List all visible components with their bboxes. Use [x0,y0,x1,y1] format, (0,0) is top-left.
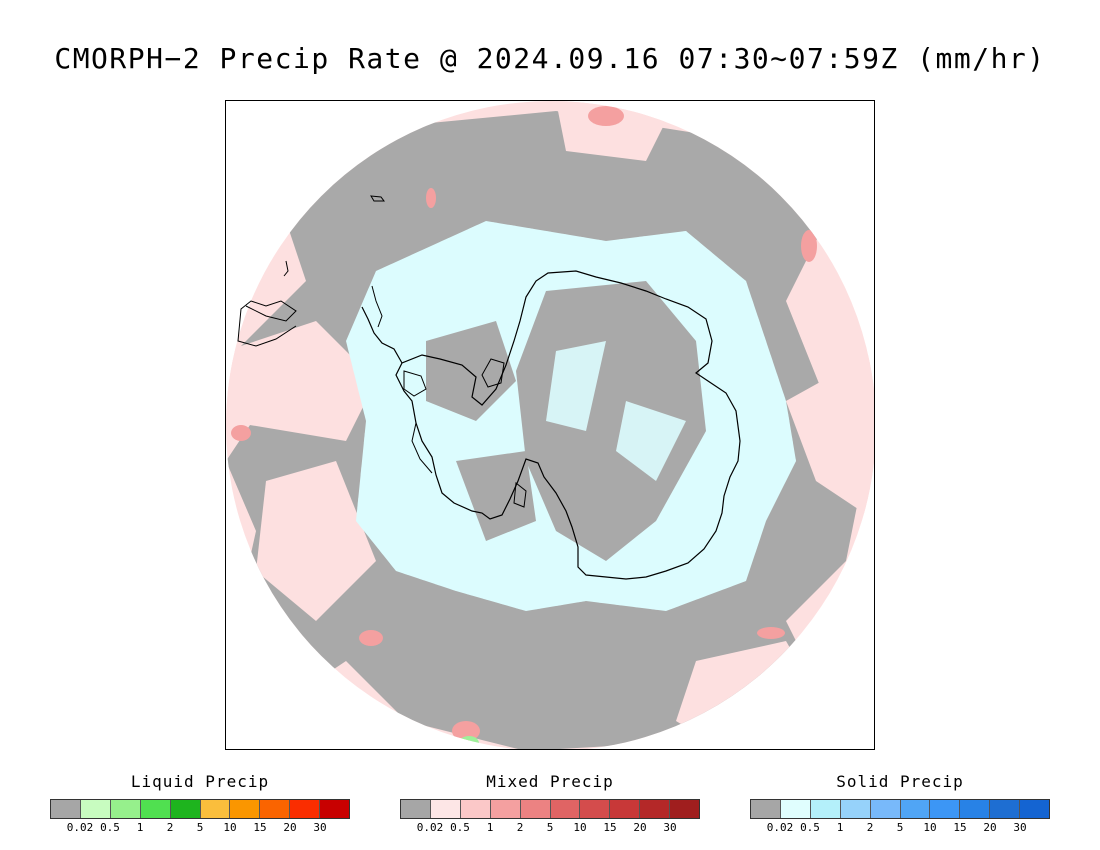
colorbar-tick-label: 10 [223,821,237,834]
colorbar-tick-label: 20 [633,821,647,834]
colorbar-tick-label: 15 [253,821,267,834]
legend-liquid-precip: Liquid Precip 0.02 0.5 1 2 5 10 15 20 30 [50,772,350,834]
colorbar-swatch-0 [401,800,431,818]
colorbar-swatch-4 [170,800,201,818]
colorbar-tick-label: 0.02 [66,821,94,834]
colorbar-tick-label: 5 [546,821,554,834]
no-precip-region [426,321,516,421]
colorbar-swatch-9 [320,800,350,818]
colorbar-tick-label: 5 [896,821,904,834]
colorbar-tick-label: 10 [923,821,937,834]
colorbar-tick-label: 30 [313,821,327,834]
mixed-moderate-spot [757,627,785,639]
colorbar-swatch-2 [460,800,491,818]
colorbar [400,799,700,819]
colorbar-tick-label: 15 [953,821,967,834]
mixed-moderate-spot [588,106,624,126]
solid-precip-region [546,341,606,431]
legend-title: Liquid Precip [130,772,270,791]
mixed-moderate-spot [426,188,436,208]
antarctic-peninsula-coastline [361,306,403,364]
colorbar-swatch-4 [520,800,551,818]
island-coastline [403,370,427,397]
colorbar-tick-label: 20 [983,821,997,834]
colorbar-tick-label: 1 [486,821,494,834]
colorbar-swatch-0 [51,800,81,818]
colorbar-swatch-2 [810,800,841,818]
colorbar-swatch-5 [200,800,231,818]
colorbar-tick-label: 2 [516,821,524,834]
colorbar-swatch-3 [490,800,521,818]
mixed-moderate-spot [801,230,817,262]
colorbar-tick-label: 0.5 [100,821,120,834]
map-panel [225,100,875,750]
colorbar-swatch-1 [780,800,811,818]
precip-field [226,101,874,749]
antarctica-coastline [395,270,741,580]
colorbar-tick-label: 2 [166,821,174,834]
colorbar [750,799,1050,819]
colorbar-swatch-6 [230,800,261,818]
legend-solid-precip: Solid Precip 0.02 0.5 1 2 5 10 15 20 30 [750,772,1050,834]
mixed-moderate-spot [359,630,383,646]
colorbar-tick-label: 0.02 [766,821,794,834]
colorbar-swatch-5 [900,800,931,818]
colorbar-swatch-3 [840,800,871,818]
colorbar-swatch-5 [550,800,581,818]
chart-title: CMORPH−2 Precip Rate @ 2024.09.16 07:30∼… [54,42,1046,75]
colorbar-tick-label: 1 [836,821,844,834]
colorbar-swatch-7 [610,800,641,818]
colorbar-swatch-4 [870,800,901,818]
colorbar-swatch-7 [960,800,991,818]
mixed-moderate-spot [231,425,251,441]
colorbar-tick-label: 0.5 [800,821,820,834]
colorbar-ticks: 0.02 0.5 1 2 5 10 15 20 30 [400,819,700,834]
colorbar-tick-label: 30 [1013,821,1027,834]
no-precip-region [456,451,536,541]
colorbar-swatch-8 [640,800,671,818]
colorbar-tick-label: 1 [136,821,144,834]
colorbar-ticks: 0.02 0.5 1 2 5 10 15 20 30 [50,819,350,834]
colorbar-tick-label: 0.5 [450,821,470,834]
colorbar-swatch-8 [290,800,321,818]
mixed-precip-region [556,101,676,161]
island-coastline [370,195,385,202]
colorbar-tick-label: 5 [196,821,204,834]
legend-mixed-precip: Mixed Precip 0.02 0.5 1 2 5 10 15 20 30 [400,772,700,834]
island-coastline [371,285,383,328]
colorbar-swatch-1 [80,800,111,818]
mixed-precip-region [256,461,376,621]
legend-title: Solid Precip [836,772,964,791]
colorbar-swatch-7 [260,800,291,818]
mixed-precip-region [786,351,874,521]
island-coastline [481,358,505,388]
colorbar-tick-label: 10 [573,821,587,834]
colorbar-swatch-2 [110,800,141,818]
colorbar-swatch-1 [430,800,461,818]
colorbar-tick-label: 20 [283,821,297,834]
mixed-moderate-spot [452,721,480,741]
legend-title: Mixed Precip [486,772,614,791]
liquid-light-spot [459,736,479,749]
colorbar-swatch-9 [1020,800,1050,818]
colorbar-tick-label: 15 [603,821,617,834]
colorbar-swatch-9 [670,800,700,818]
colorbar-swatch-3 [140,800,171,818]
colorbar [50,799,350,819]
south-america-coastline [237,260,297,347]
colorbar-tick-label: 30 [663,821,677,834]
colorbar-swatch-6 [580,800,611,818]
colorbar-ticks: 0.02 0.5 1 2 5 10 15 20 30 [750,819,1050,834]
antarctic-peninsula-coastline [411,422,433,474]
colorbar-swatch-8 [990,800,1021,818]
mixed-precip-region [226,321,376,441]
colorbar-swatch-6 [930,800,961,818]
colorbar-tick-label: 2 [866,821,874,834]
colorbar-swatch-0 [751,800,781,818]
island-coastline [513,482,527,508]
colorbar-tick-label: 0.02 [416,821,444,834]
solid-precip-region [616,401,686,481]
polar-precip-map [226,101,874,749]
